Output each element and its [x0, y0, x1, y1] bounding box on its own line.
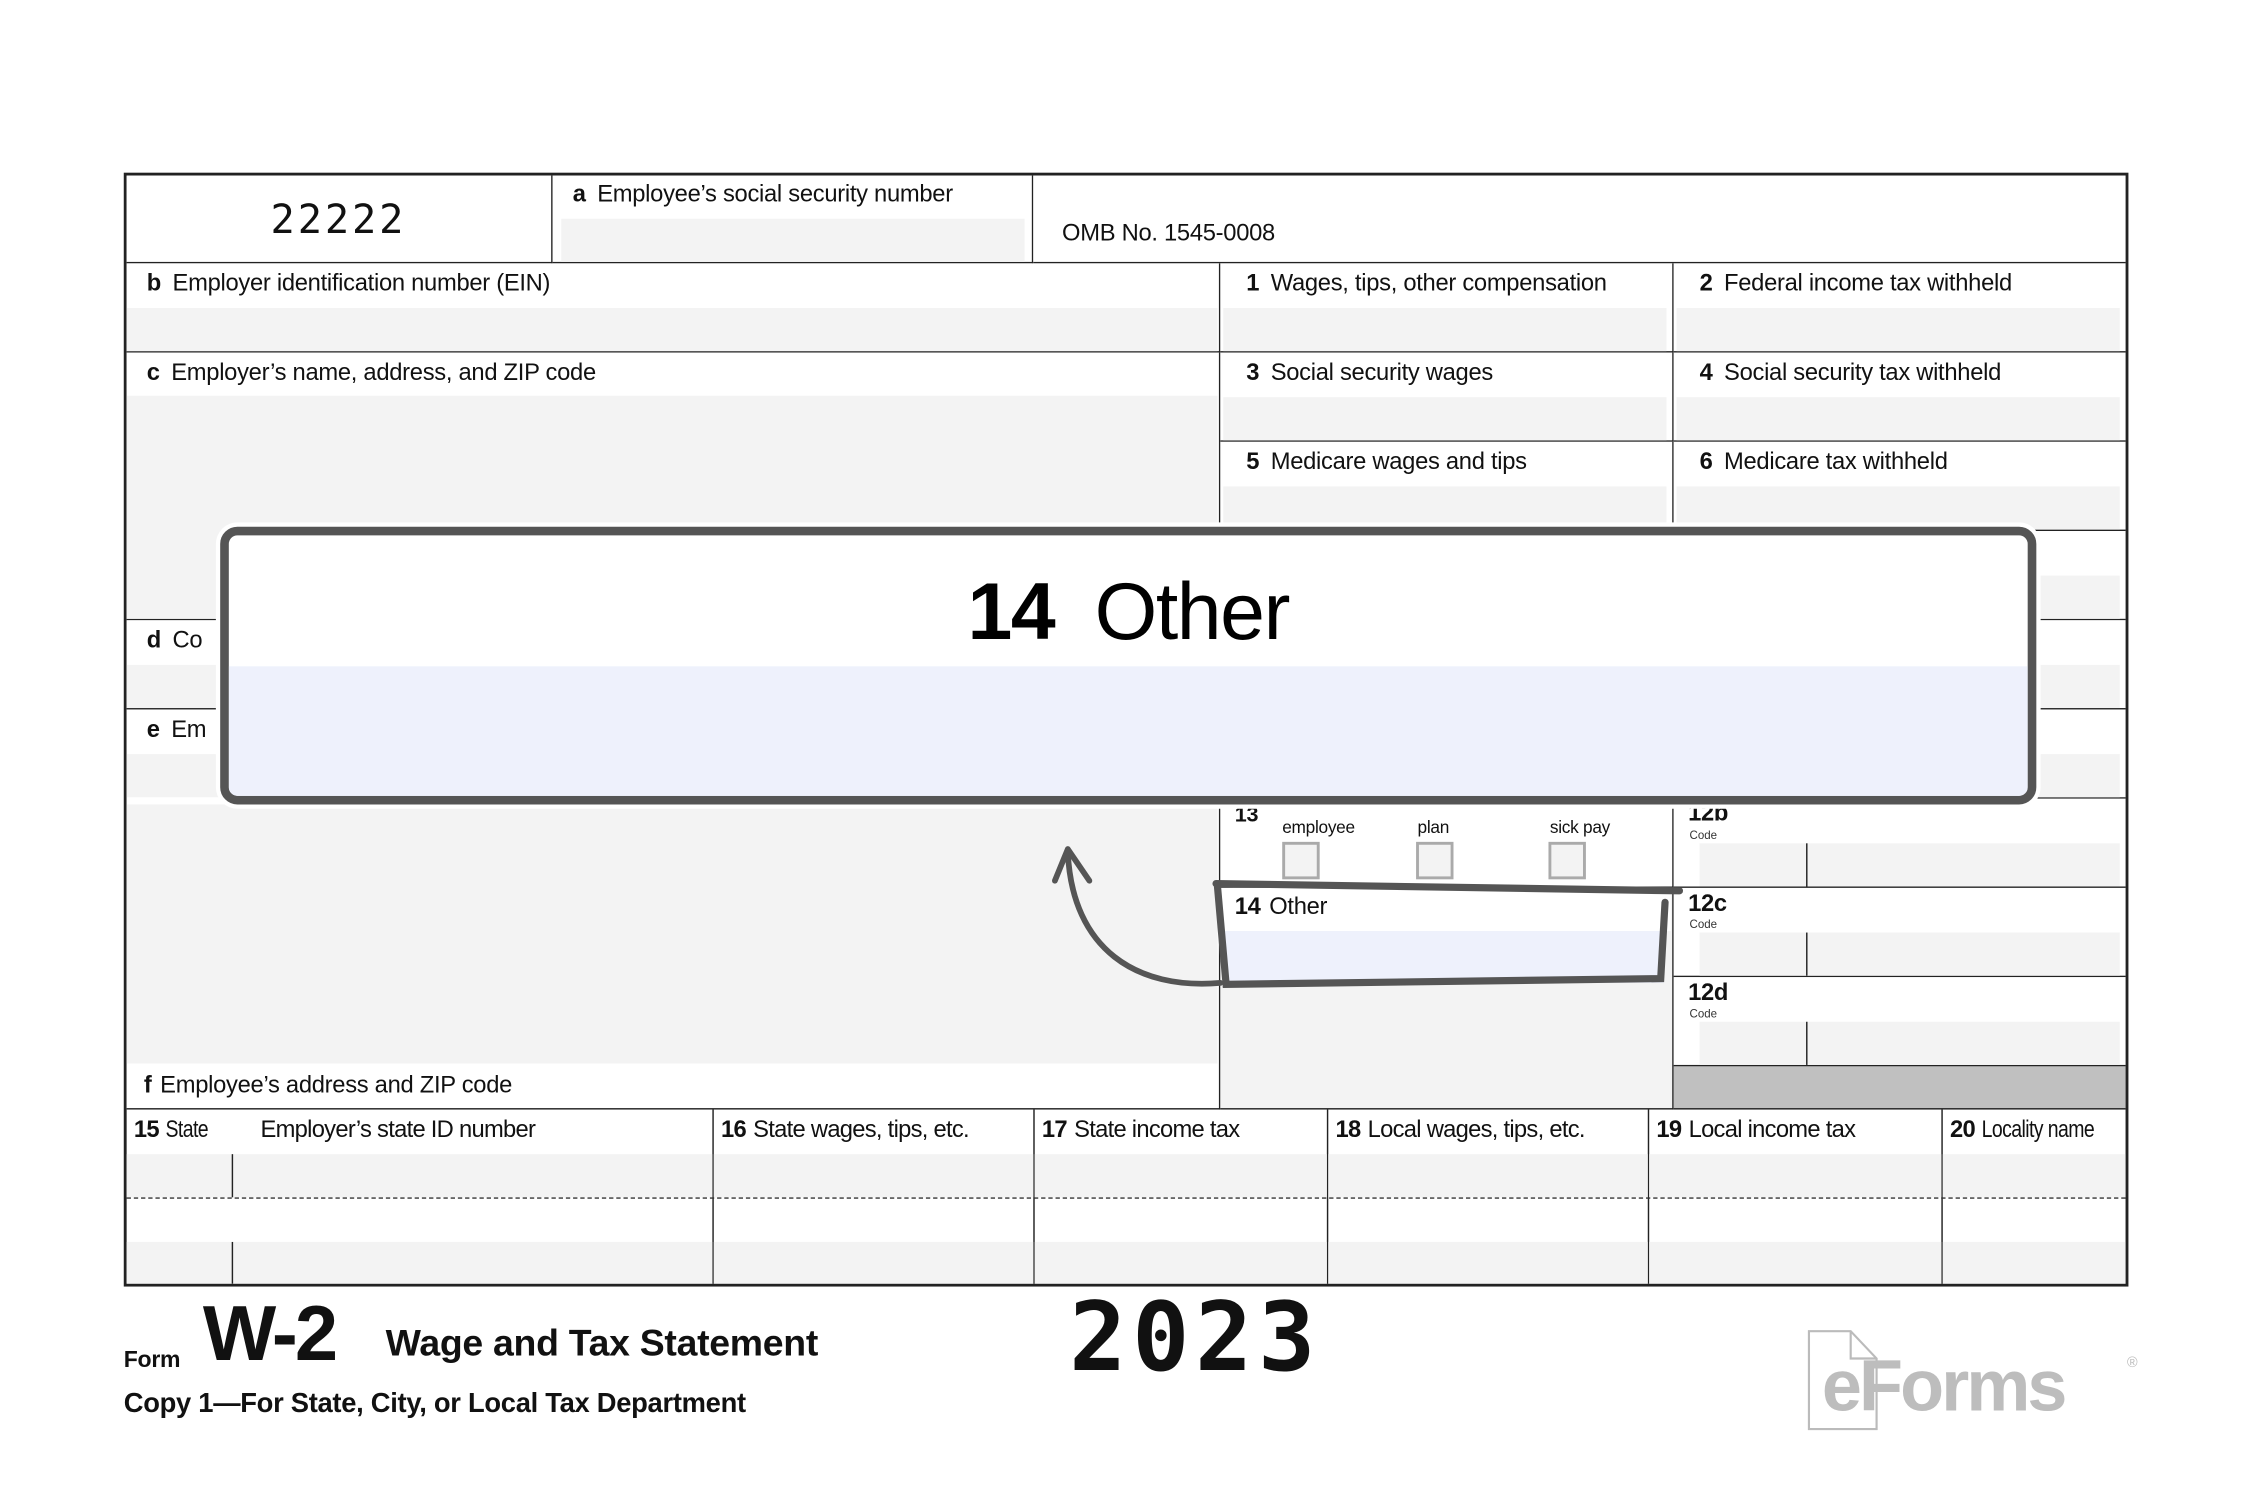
box-2-number: 2 — [1699, 270, 1713, 297]
box-d-letter: d — [146, 627, 162, 654]
box-13-number: 13 — [1234, 803, 1259, 828]
bottom-label: Local income tax — [1688, 1116, 1856, 1143]
box-c-letter: c — [146, 359, 160, 386]
box-a-label: Employee’s social security number — [597, 181, 953, 208]
retirement-plan-checkbox[interactable] — [1416, 841, 1454, 880]
box-4[interactable]: 4 Social security tax withheld — [1673, 352, 2126, 442]
shaded-box — [1673, 1066, 2126, 1110]
box-17[interactable]: 17 State income tax — [1034, 1109, 1329, 1284]
third-party-sick-pay-label: sick pay — [1549, 817, 1610, 838]
form-title: Wage and Tax Statement — [385, 1321, 819, 1365]
statutory-employee-checkbox[interactable] — [1282, 841, 1320, 880]
box-e-label: Em — [171, 716, 207, 743]
tax-year: 2023 — [1069, 1282, 1322, 1394]
box-12d[interactable]: 12d Code — [1673, 977, 2126, 1067]
box-14-input-field[interactable] — [1223, 931, 1664, 983]
bottom-number: 20 — [1949, 1116, 1976, 1143]
callout-input-field[interactable] — [228, 666, 2028, 796]
bottom-number: 19 — [1656, 1116, 1682, 1143]
box-a-letter: a — [572, 181, 586, 208]
omb-number: OMB No. 1545-0008 — [1062, 220, 1275, 247]
callout-number: 14 — [967, 565, 1056, 657]
box-1-label: Wages, tips, other compensation — [1270, 270, 1607, 297]
box-5-number: 5 — [1246, 448, 1260, 475]
eforms-logo: eForms ® — [1807, 1330, 2139, 1431]
form-frame — [123, 172, 2129, 1287]
box-12b-label: 12b — [1688, 800, 1729, 827]
state-local-section: 15 State Employer’s state ID number 16 Sta… — [126, 1109, 2126, 1284]
retirement-plan-label: plan — [1417, 817, 1450, 838]
box-f-label: Employee’s address and ZIP code — [160, 1072, 513, 1099]
omb-box: OMB No. 1545-0008 — [1033, 175, 2126, 264]
box-state-id[interactable]: Employer’s state ID number — [233, 1109, 714, 1284]
box-4-label: Social security tax withheld — [1724, 359, 2002, 386]
box-1[interactable]: 1 Wages, tips, other compensation — [1220, 263, 1674, 353]
box-12c[interactable]: 12c Code — [1673, 887, 2126, 978]
box-12d-label: 12d — [1688, 980, 1729, 1006]
box-5-label: Medicare wages and tips — [1270, 448, 1527, 475]
bottom-label: Local wages, tips, etc. — [1367, 1116, 1586, 1143]
box-20[interactable]: 20 Locality name — [1942, 1110, 2126, 1284]
bottom-number: 16 — [720, 1116, 747, 1143]
bottom-label: Employer’s state ID number — [260, 1116, 536, 1143]
box-12c-label: 12c — [1688, 890, 1727, 917]
box-1-number: 1 — [1246, 270, 1260, 297]
bottom-label: State — [166, 1116, 209, 1143]
box-e-letter: e — [146, 716, 160, 743]
box-2-label: Federal income tax withheld — [1724, 270, 2012, 297]
box-18[interactable]: 18 Local wages, tips, etc. — [1328, 1109, 1650, 1284]
box-6-label: Medicare tax withheld — [1724, 448, 1948, 475]
form-name: W-2 — [202, 1290, 338, 1378]
third-party-sick-pay-checkbox[interactable] — [1548, 841, 1586, 880]
box-16[interactable]: 16 State wages, tips, etc. — [713, 1109, 1035, 1284]
state-divider — [231, 1154, 234, 1198]
box-3-number: 3 — [1246, 359, 1260, 386]
box-4-number: 4 — [1699, 359, 1713, 386]
box-a-ssn[interactable]: a Employee’s social security number — [552, 175, 1034, 264]
bottom-label: State income tax — [1074, 1116, 1240, 1143]
bottom-number: 18 — [1335, 1116, 1361, 1143]
box-14-number: 14 — [1234, 893, 1261, 920]
bottom-label: Locality name — [1982, 1116, 2095, 1143]
bottom-label: State wages, tips, etc. — [753, 1116, 969, 1143]
box-b-label: Employer identification number (EIN) — [172, 270, 551, 297]
statutory-employee-label: employee — [1282, 817, 1355, 838]
box-b-ein[interactable]: b Employer identification number (EIN) — [126, 263, 1221, 353]
control-number-box[interactable]: 22222 — [126, 175, 553, 264]
bottom-number: 17 — [1041, 1116, 1068, 1143]
bottom-number: 15 — [133, 1116, 160, 1143]
curved-arrow-icon — [1064, 849, 1224, 987]
box-14-label: Other — [1269, 893, 1328, 920]
form-word: Form — [123, 1348, 181, 1373]
callout-label: Other — [1094, 565, 1291, 657]
box-12b[interactable]: 12b Code — [1673, 798, 2126, 888]
box-15[interactable]: 15 State — [126, 1110, 234, 1284]
control-number: 22222 — [270, 195, 407, 244]
box-3[interactable]: 3 Social security wages — [1220, 352, 1674, 442]
box-14-callout: 14 Other — [220, 526, 2037, 805]
box-6[interactable]: 6 Medicare tax withheld — [1673, 441, 2126, 532]
box-6-number: 6 — [1699, 448, 1713, 475]
box-b-letter: b — [146, 270, 162, 297]
arrowhead-icon — [1051, 846, 1093, 884]
box-3-label: Social security wages — [1270, 359, 1494, 386]
dashed-divider — [126, 1197, 2126, 1199]
box-c-label: Employer’s name, address, and ZIP code — [171, 359, 596, 386]
box-19[interactable]: 19 Local income tax — [1649, 1109, 1943, 1284]
box-f-letter: f — [143, 1072, 152, 1099]
box-14-highlight-outline — [1212, 880, 1684, 988]
state-divider — [231, 1241, 234, 1284]
callout-title: 14 Other — [967, 565, 1291, 657]
box-2[interactable]: 2 Federal income tax withheld — [1673, 263, 2126, 353]
box-5[interactable]: 5 Medicare wages and tips — [1220, 441, 1674, 532]
box-14[interactable]: 14 Other — [1220, 887, 1674, 1110]
box-d-label: Co — [172, 627, 203, 654]
copy-designation: Copy 1—For State, City, or Local Tax Dep… — [123, 1388, 746, 1419]
